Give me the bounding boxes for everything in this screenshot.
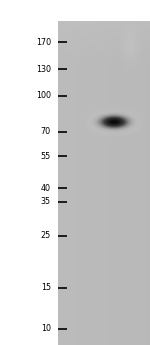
Text: 25: 25 (41, 231, 51, 240)
Text: 15: 15 (41, 283, 51, 292)
Text: 10: 10 (41, 324, 51, 333)
Bar (0, 0, 150, 21)
Text: 35: 35 (41, 197, 51, 206)
Text: 55: 55 (41, 152, 51, 161)
Text: 70: 70 (41, 127, 51, 136)
Bar (0, 0, 58, 345)
Text: 170: 170 (36, 38, 51, 47)
Bar (58, 0, 150, 21)
Text: 130: 130 (36, 65, 51, 74)
Text: 40: 40 (41, 184, 51, 193)
Text: 100: 100 (36, 91, 51, 100)
